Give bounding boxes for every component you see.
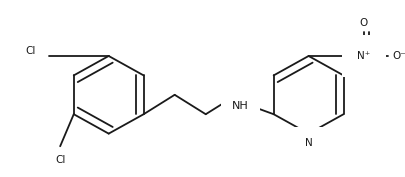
Text: N⁺: N⁺ bbox=[357, 51, 371, 61]
Text: NH: NH bbox=[232, 101, 249, 112]
Text: N: N bbox=[305, 138, 313, 147]
Text: O⁻: O⁻ bbox=[392, 51, 405, 61]
Text: Cl: Cl bbox=[55, 155, 65, 165]
Text: O: O bbox=[360, 18, 368, 28]
Text: Cl: Cl bbox=[26, 46, 36, 56]
